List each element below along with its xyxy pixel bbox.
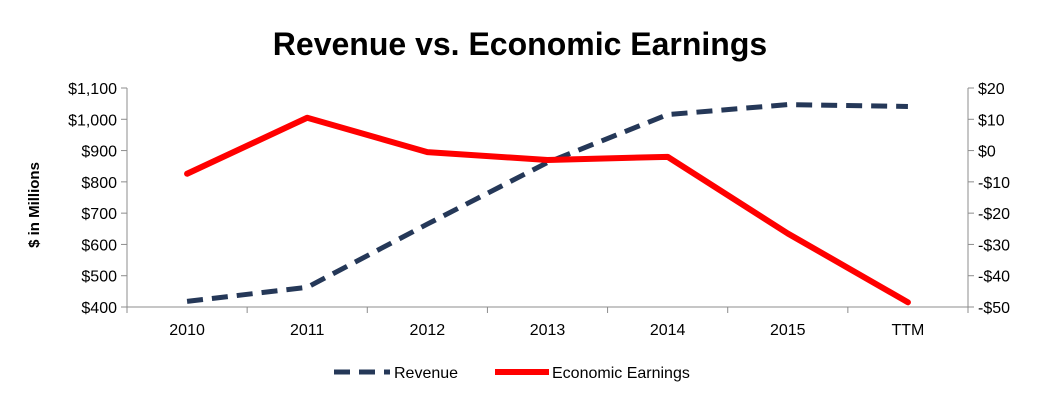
right-tick-label: -$40	[978, 269, 1010, 286]
y-axis-label: $ in Millions	[26, 162, 43, 248]
left-tick-label: $400	[81, 300, 117, 317]
series-layer	[184, 102, 911, 306]
left-tick-label: $700	[81, 206, 117, 223]
left-tick-label: $1,000	[68, 112, 117, 129]
x-tick-label: TTM	[891, 322, 924, 339]
revenue-series-line	[186, 102, 908, 304]
left-tick-label: $1,100	[68, 81, 117, 98]
economic-earnings-series-line	[184, 114, 911, 306]
chart-title: Revenue vs. Economic Earnings	[273, 26, 767, 62]
x-tick-label: 2013	[530, 322, 566, 339]
x-tick-label: 2015	[770, 322, 806, 339]
right-tick-label: $0	[978, 144, 996, 161]
left-tick-label: $800	[81, 175, 117, 192]
legend: Revenue Economic Earnings	[334, 365, 690, 382]
left-tick-label: $500	[81, 269, 117, 286]
legend-economic-earnings-label: Economic Earnings	[552, 365, 690, 382]
x-tick-label: 2011	[290, 322, 325, 339]
legend-revenue-label: Revenue	[394, 365, 458, 382]
right-tick-label: -$20	[978, 206, 1010, 223]
right-tick-label: $20	[978, 81, 1005, 98]
x-tick-label: 2012	[410, 322, 446, 339]
left-tick-label: $900	[81, 144, 117, 161]
left-tick-label: $600	[81, 237, 117, 254]
axes: $400 $500 $600 $700 $800 $900 $1,000 $1,100 -$50…	[68, 81, 1010, 339]
right-tick-label: -$30	[978, 237, 1010, 254]
right-tick-label: -$50	[978, 300, 1010, 317]
x-tick-label: 2010	[169, 322, 205, 339]
right-tick-label: $10	[978, 112, 1005, 129]
right-tick-label: -$10	[978, 175, 1010, 192]
x-tick-label: 2014	[650, 322, 686, 339]
